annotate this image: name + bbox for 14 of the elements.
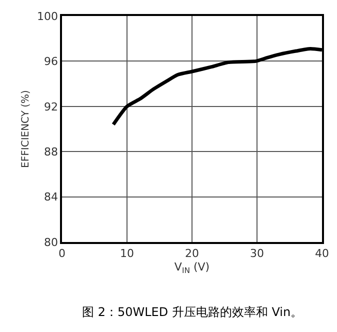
x-tick-label: 20 (185, 246, 199, 260)
y-tick-label: 84 (44, 190, 58, 204)
x-tick-label: 10 (120, 246, 134, 260)
x-axis-title: V$_{IN}$ (V) (174, 260, 210, 275)
y-tick-label: 80 (44, 236, 58, 249)
x-tick-label: 30 (250, 246, 264, 260)
y-tick-label: 92 (44, 100, 58, 114)
x-tick-label: 0 (58, 246, 66, 260)
y-tick-label: 100 (37, 10, 58, 23)
y-tick-label: 88 (44, 145, 58, 158)
y-axis-title: EFFICIENCY (%) (20, 90, 32, 168)
x-tick-label: 40 (315, 246, 329, 260)
y-tick-label: 96 (44, 55, 58, 68)
caption: 图 2：50WLED 升压电路的效率和 Vin。 (82, 305, 303, 319)
